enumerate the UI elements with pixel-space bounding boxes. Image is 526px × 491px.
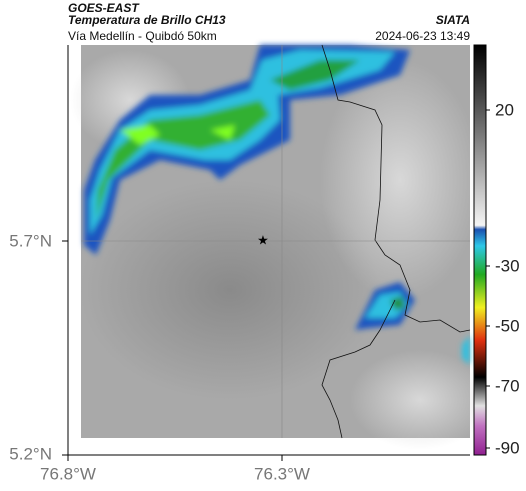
- colorbar-label: -90: [495, 438, 520, 457]
- border-line: [321, 44, 471, 439]
- lat-tick-label: 5.2°N: [9, 444, 52, 463]
- cloud-bright: [120, 125, 235, 145]
- colorbar-label: -50: [495, 316, 520, 335]
- cloud-green: [390, 296, 405, 310]
- colorbar-label: -70: [495, 376, 520, 395]
- lat-tick-label: 5.7°N: [9, 231, 52, 250]
- cloud-cyan: [462, 335, 470, 365]
- cloud-shade: [320, 60, 480, 300]
- agency: SIATA: [436, 13, 470, 27]
- timestamp: 2024-06-23 13:49: [375, 29, 470, 43]
- city-marker: ★: [257, 232, 269, 247]
- cloud-blue: [84, 45, 410, 255]
- cloud-shade: [350, 350, 490, 450]
- lon-tick-label: 76.8°W: [40, 464, 96, 483]
- colorbar-label: -30: [495, 256, 520, 275]
- region: Vía Medellín - Quibdó 50km: [68, 29, 217, 43]
- lon-tick-label: 76.3°W: [254, 464, 310, 483]
- product: Temperatura de Brillo CH13: [68, 13, 226, 27]
- cold-clouds: [84, 45, 470, 365]
- colorbar-label: 20: [495, 100, 514, 119]
- cloud-green: [270, 60, 360, 90]
- source: GOES-EAST: [68, 1, 140, 15]
- colorbar: [473, 44, 487, 456]
- cloud-cyan: [90, 50, 395, 235]
- satellite-image: ★: [70, 44, 490, 450]
- cloud-shade: [80, 180, 380, 400]
